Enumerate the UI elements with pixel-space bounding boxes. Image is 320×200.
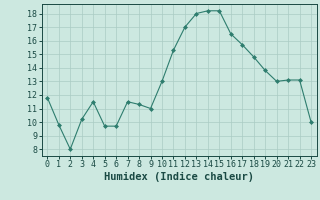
X-axis label: Humidex (Indice chaleur): Humidex (Indice chaleur)	[104, 172, 254, 182]
